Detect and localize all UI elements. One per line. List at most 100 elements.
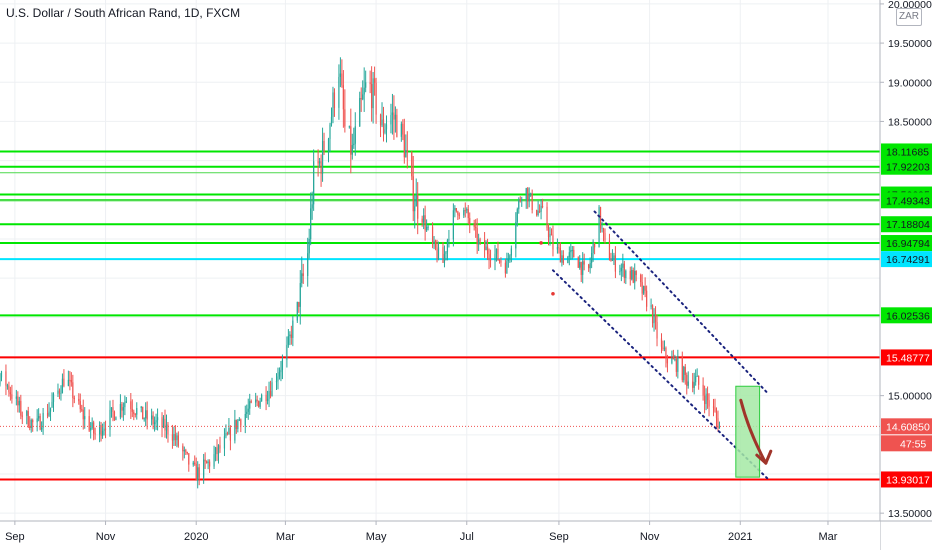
candle-body [454, 208, 456, 211]
candle-body [177, 435, 179, 446]
candle-body [602, 228, 605, 233]
candle-body [79, 401, 81, 410]
candle-body [571, 249, 573, 251]
candle [423, 208, 425, 230]
candle [298, 301, 300, 313]
candle-body [536, 210, 538, 215]
target-arrow-head [755, 449, 773, 465]
candle [204, 452, 206, 469]
candle [27, 406, 29, 429]
candle-body [27, 411, 29, 427]
candle [269, 380, 272, 399]
candle [52, 392, 55, 412]
candle [8, 381, 10, 397]
candle [567, 255, 569, 264]
candle [537, 200, 539, 217]
candle [536, 209, 538, 217]
candle-body [88, 416, 90, 431]
candle-body [17, 396, 19, 406]
candle-body [473, 224, 475, 227]
candle [473, 219, 475, 231]
candle-body [715, 411, 718, 419]
level-label-bg [881, 158, 932, 175]
candle [176, 432, 178, 448]
candle [88, 409, 90, 432]
y-tick-label: 19.00000 [888, 77, 932, 89]
candle [256, 395, 258, 407]
candle-body [78, 398, 80, 402]
candle-body [445, 251, 447, 254]
candle [371, 66, 373, 122]
candle [561, 250, 563, 267]
candle [650, 298, 652, 310]
candle [363, 67, 365, 112]
candle-body [247, 408, 249, 412]
candle-body [38, 416, 40, 419]
candle [29, 416, 31, 431]
candle [362, 80, 364, 101]
candle-body [176, 435, 178, 441]
candle [442, 241, 444, 263]
candle [259, 397, 261, 409]
candle-body [29, 426, 31, 428]
level-label-bg [881, 143, 932, 160]
candle [79, 393, 81, 413]
candle-body [152, 415, 154, 425]
candle-body [299, 283, 301, 307]
candle [58, 388, 61, 400]
candle [130, 392, 132, 419]
candle [546, 202, 548, 231]
candle-body [42, 413, 44, 428]
candle [60, 385, 62, 401]
candle-body [308, 239, 310, 254]
candle [167, 421, 169, 443]
candle-body [371, 84, 373, 109]
channel-upper-line [593, 210, 770, 396]
candle-body [339, 73, 342, 77]
target-arrow-shaft [739, 398, 768, 465]
candle-body [115, 417, 117, 421]
candle [339, 57, 342, 88]
candle-body [591, 253, 593, 263]
level-label: 16.74291 [886, 254, 930, 266]
candle-body [373, 78, 376, 83]
level-label: 16.02536 [886, 310, 930, 322]
candle-body [583, 261, 585, 265]
candle-body [134, 413, 136, 415]
candle [286, 336, 288, 368]
candle-body [431, 226, 434, 244]
candle-body [570, 250, 572, 253]
candle-body [623, 263, 625, 279]
candle [21, 411, 23, 425]
candle [653, 308, 655, 332]
candle-body [530, 193, 532, 195]
candle-body [528, 194, 530, 202]
candle-body [385, 124, 388, 130]
candle [82, 399, 84, 430]
candle [70, 372, 72, 387]
candle-body [666, 358, 669, 364]
candle [562, 250, 564, 265]
candle-body [321, 140, 324, 174]
candle-body [478, 239, 480, 245]
candle-body [204, 459, 206, 462]
currency-badge[interactable]: ZAR [896, 8, 922, 26]
candle-body [424, 215, 426, 231]
candle [26, 409, 28, 425]
candle-body [60, 393, 62, 395]
candle-body [463, 210, 465, 216]
chart-title: U.S. Dollar / South African Rand, 1D, FX… [6, 6, 241, 20]
candle [467, 205, 469, 225]
candle [518, 197, 520, 214]
candle-body [495, 248, 498, 254]
candle [402, 119, 404, 141]
candle-body [582, 261, 584, 275]
candle [452, 203, 454, 247]
candle [238, 417, 240, 422]
candle-body [702, 384, 704, 396]
x-tick-label: Nov [96, 531, 116, 543]
candle-body [489, 259, 492, 261]
candle [110, 407, 113, 418]
